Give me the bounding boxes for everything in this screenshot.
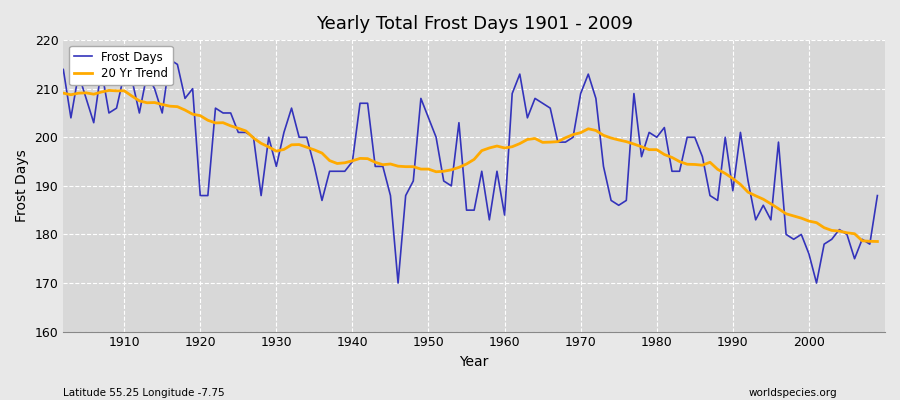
- 20 Yr Trend: [119, 88, 130, 93]
- Text: Latitude 55.25 Longitude -7.75: Latitude 55.25 Longitude -7.75: [63, 388, 225, 398]
- Frost Days: [50, 96, 61, 101]
- X-axis label: Year: Year: [460, 355, 489, 369]
- Line: 20 Yr Trend: 20 Yr Trend: [56, 90, 878, 242]
- Frost Days: [112, 106, 122, 110]
- 20 Yr Trend: [104, 88, 114, 93]
- 20 Yr Trend: [332, 161, 343, 166]
- 20 Yr Trend: [500, 146, 510, 150]
- 20 Yr Trend: [286, 142, 297, 147]
- 20 Yr Trend: [507, 144, 517, 149]
- Frost Days: [392, 281, 403, 286]
- 20 Yr Trend: [872, 239, 883, 244]
- Frost Days: [515, 72, 526, 76]
- Frost Days: [332, 169, 343, 174]
- Line: Frost Days: Frost Days: [56, 60, 878, 283]
- Legend: Frost Days, 20 Yr Trend: Frost Days, 20 Yr Trend: [69, 46, 173, 85]
- 20 Yr Trend: [598, 133, 609, 138]
- Frost Days: [872, 193, 883, 198]
- Frost Days: [165, 57, 176, 62]
- Frost Days: [507, 91, 517, 96]
- 20 Yr Trend: [50, 92, 61, 97]
- Frost Days: [606, 198, 616, 203]
- Title: Yearly Total Frost Days 1901 - 2009: Yearly Total Frost Days 1901 - 2009: [316, 15, 633, 33]
- Frost Days: [286, 106, 297, 110]
- Y-axis label: Frost Days: Frost Days: [15, 150, 29, 222]
- Text: worldspecies.org: worldspecies.org: [749, 388, 837, 398]
